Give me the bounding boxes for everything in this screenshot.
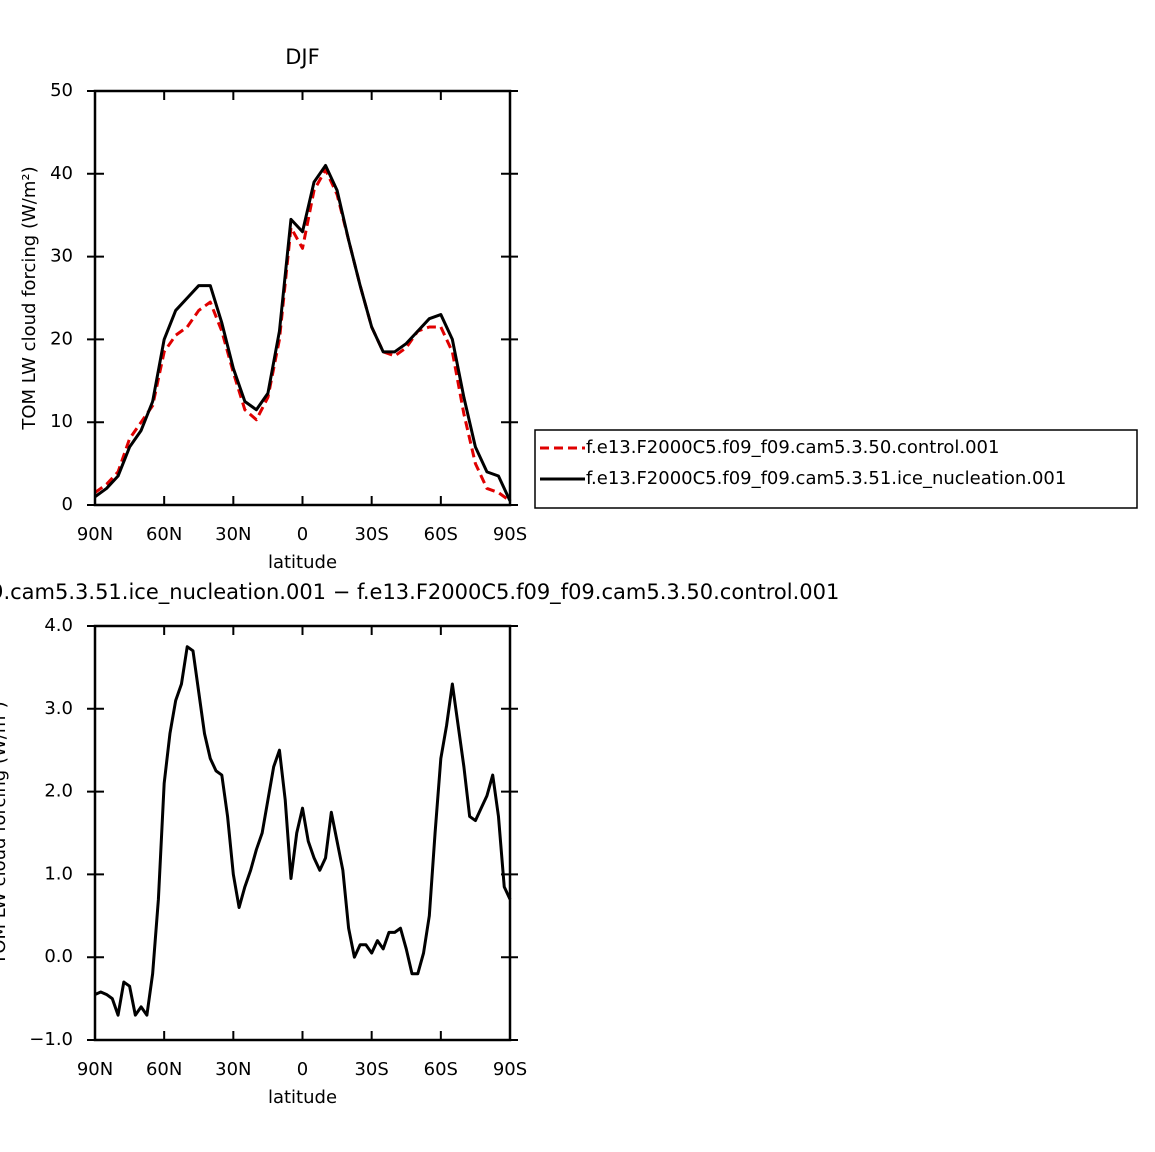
- x-tick-label: 30S: [354, 524, 388, 545]
- y-tick-label: 2.0: [44, 781, 73, 802]
- x-tick-label: 90S: [493, 1059, 527, 1080]
- y-tick-label: 3.0: [44, 698, 73, 719]
- y-axis-label: TOM LW cloud forcing (W/m²): [19, 166, 40, 430]
- x-tick-label: 60S: [424, 1059, 458, 1080]
- plot-frame: [93, 624, 512, 1042]
- y-axis-label: TOM LW cloud forcing (W/m²): [0, 701, 10, 965]
- y-tick-label: 20: [50, 328, 73, 349]
- data-line: [94, 645, 512, 1017]
- y-tick-label: −1.0: [29, 1029, 73, 1050]
- y-tick-label: 50: [50, 80, 73, 101]
- legend-label: f.e13.F2000C5.f09_f09.cam5.3.51.ice_nucl…: [586, 468, 1066, 489]
- data-line: [94, 168, 511, 503]
- y-tick-label: 0: [62, 494, 73, 515]
- legend-box: [534, 429, 1138, 509]
- plot-frame: [93, 89, 512, 507]
- y-tick-label: 40: [50, 163, 73, 184]
- data-line: [94, 164, 512, 502]
- x-tick-label: 0: [297, 524, 308, 545]
- legend-label: f.e13.F2000C5.f09_f09.cam5.3.50.control.…: [586, 437, 999, 458]
- x-tick-label: 30N: [215, 524, 251, 545]
- x-axis-label: latitude: [268, 552, 337, 573]
- x-tick-label: 90N: [77, 1059, 113, 1080]
- x-tick-label: 60S: [424, 524, 458, 545]
- chart-title: DJF: [285, 45, 319, 69]
- y-tick-label: 4.0: [44, 615, 73, 636]
- y-tick-label: 1.0: [44, 863, 73, 884]
- x-tick-label: 90N: [77, 524, 113, 545]
- x-tick-label: 60N: [146, 524, 182, 545]
- x-tick-label: 90S: [493, 524, 527, 545]
- y-tick-label: 10: [50, 411, 73, 432]
- x-axis-label: latitude: [268, 1087, 337, 1108]
- y-tick-label: 30: [50, 246, 73, 267]
- x-tick-label: 60N: [146, 1059, 182, 1080]
- x-tick-label: 30N: [215, 1059, 251, 1080]
- y-tick-label: 0.0: [44, 946, 73, 967]
- x-tick-label: 0: [297, 1059, 308, 1080]
- chart-title: f.e13.F2000C5.f09_f09.cam5.3.51.ice_nucl…: [0, 580, 839, 605]
- x-tick-label: 30S: [354, 1059, 388, 1080]
